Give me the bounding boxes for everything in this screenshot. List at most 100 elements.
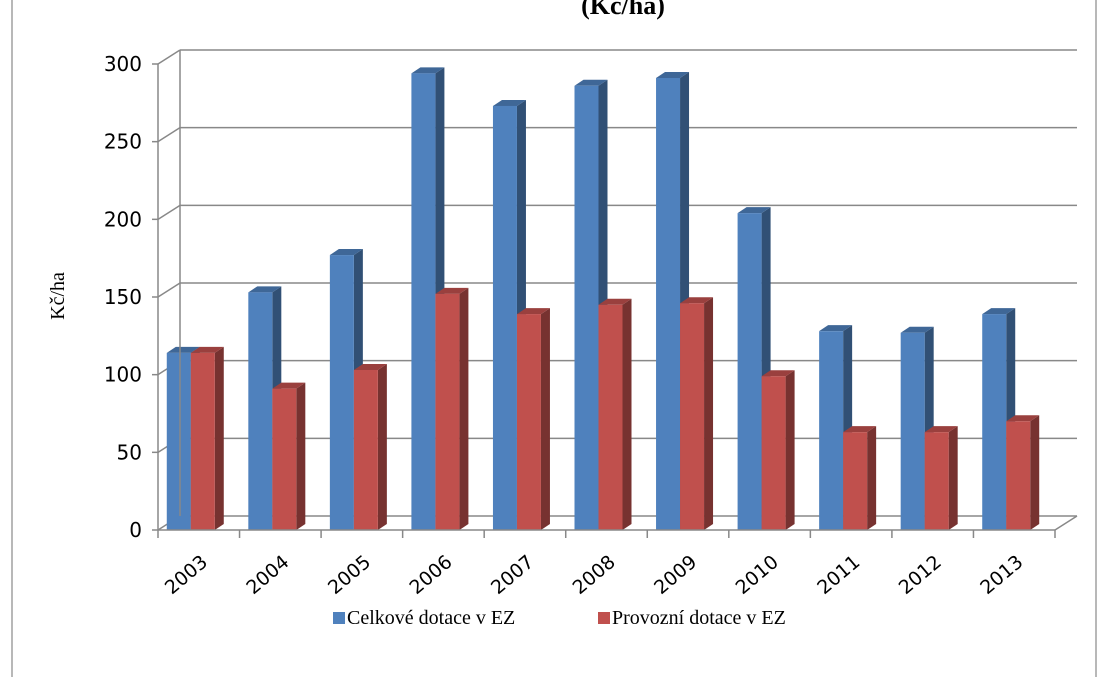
bar-top (924, 426, 958, 433)
bar-top (435, 287, 469, 294)
y-tick-label: 250 (104, 130, 142, 154)
chart-title: (Kč/ha) (581, 0, 665, 20)
bar-side (948, 426, 958, 530)
bar-side (622, 298, 632, 530)
y-tick-label: 100 (104, 363, 142, 387)
bar-side (704, 297, 714, 530)
bar-front (819, 331, 844, 530)
bar-side (377, 364, 387, 530)
y-axis-label: Kč/ha (47, 272, 69, 320)
legend-item: Celkové dotace v EZ (333, 607, 515, 629)
bar-top (900, 326, 934, 333)
bar-provozni (680, 297, 714, 530)
bar-front (516, 314, 541, 530)
bar-front (492, 105, 517, 530)
bar-side (296, 382, 306, 530)
bar-front (190, 352, 215, 530)
bar-provozni (598, 298, 632, 530)
x-tick-label: 2013 (976, 551, 1027, 599)
gridline-depth (157, 282, 181, 298)
legend-swatch (598, 612, 610, 624)
bar-celkove (900, 326, 934, 530)
bar-top (411, 67, 445, 74)
x-tick-label: 2004 (242, 551, 293, 599)
bar-provozni (516, 308, 550, 530)
bars (166, 67, 1040, 530)
legend-label: Celkové dotace v EZ (347, 607, 515, 629)
bar-provozni (924, 426, 958, 530)
bar-provozni (272, 382, 306, 530)
bar-provozni (353, 364, 387, 530)
gridline-depth (157, 127, 181, 143)
y-tick-label: 50 (117, 440, 142, 464)
legend-label: Provozní dotace v EZ (612, 607, 786, 629)
bar-front (598, 304, 623, 530)
legend-item: Provozní dotace v EZ (598, 607, 786, 629)
bar-front (166, 352, 191, 530)
bar-front (1006, 421, 1031, 530)
bar-front (353, 370, 378, 530)
bar-front (574, 85, 599, 530)
x-tick-label: 2007 (487, 551, 538, 599)
bar-provozni (843, 426, 877, 530)
bar-provozni (190, 346, 224, 530)
x-tick-label: 2008 (569, 551, 620, 599)
bar-top (329, 249, 363, 256)
bar-top (353, 364, 387, 371)
bar-front (680, 303, 705, 530)
legend-swatch (333, 612, 345, 624)
bar-front (411, 73, 436, 530)
bar-front (843, 432, 868, 530)
bar-top (1006, 415, 1040, 422)
x-tick-label: 2012 (895, 551, 946, 599)
x-axis-depth-line (1054, 515, 1078, 531)
bar-top (272, 382, 306, 389)
bar-top (190, 346, 224, 353)
bar-top (574, 79, 608, 86)
bar-front (924, 432, 949, 530)
bar-top (680, 297, 714, 304)
x-tick-label: 2009 (650, 551, 701, 599)
y-tick-label: 0 (129, 518, 142, 542)
bar-side (785, 370, 795, 530)
bar-top (248, 286, 282, 293)
bar-top (516, 308, 550, 315)
x-tick-label: 2006 (405, 551, 456, 599)
bar-front (982, 314, 1007, 530)
bar-front (248, 292, 273, 530)
bar-front (272, 388, 297, 530)
bar-front (900, 332, 925, 530)
bar-top (656, 71, 690, 78)
bar-front (329, 255, 354, 530)
x-tick-label: 2011 (813, 551, 864, 599)
bar-top (761, 370, 795, 377)
bar-front (761, 376, 786, 530)
bar-front (737, 213, 762, 530)
bar-provozni (1006, 415, 1040, 530)
x-tick-label: 2003 (161, 551, 212, 599)
bar-top (982, 308, 1016, 315)
bar-top (819, 325, 853, 332)
y-tick-label: 300 (104, 52, 142, 76)
bar-front (435, 293, 460, 530)
bar-front (656, 77, 681, 530)
bar-top (598, 298, 632, 305)
bar-side (1030, 415, 1040, 530)
bar-top (843, 426, 877, 433)
bar-top (737, 207, 771, 214)
bar-provozni (435, 287, 469, 530)
x-tick-label: 2005 (324, 551, 375, 599)
bar-side (214, 346, 224, 530)
x-tick-label: 2010 (732, 551, 783, 599)
gridline-depth (157, 49, 181, 65)
legend: Celkové dotace v EZ Provozní dotace v EZ (333, 607, 786, 629)
bar-top (492, 99, 526, 106)
bar-side (867, 426, 877, 530)
gridline-depth (157, 204, 181, 220)
bar-top (166, 346, 200, 353)
bar-side (459, 287, 469, 530)
bar-provozni (761, 370, 795, 530)
bar-side (540, 308, 550, 530)
